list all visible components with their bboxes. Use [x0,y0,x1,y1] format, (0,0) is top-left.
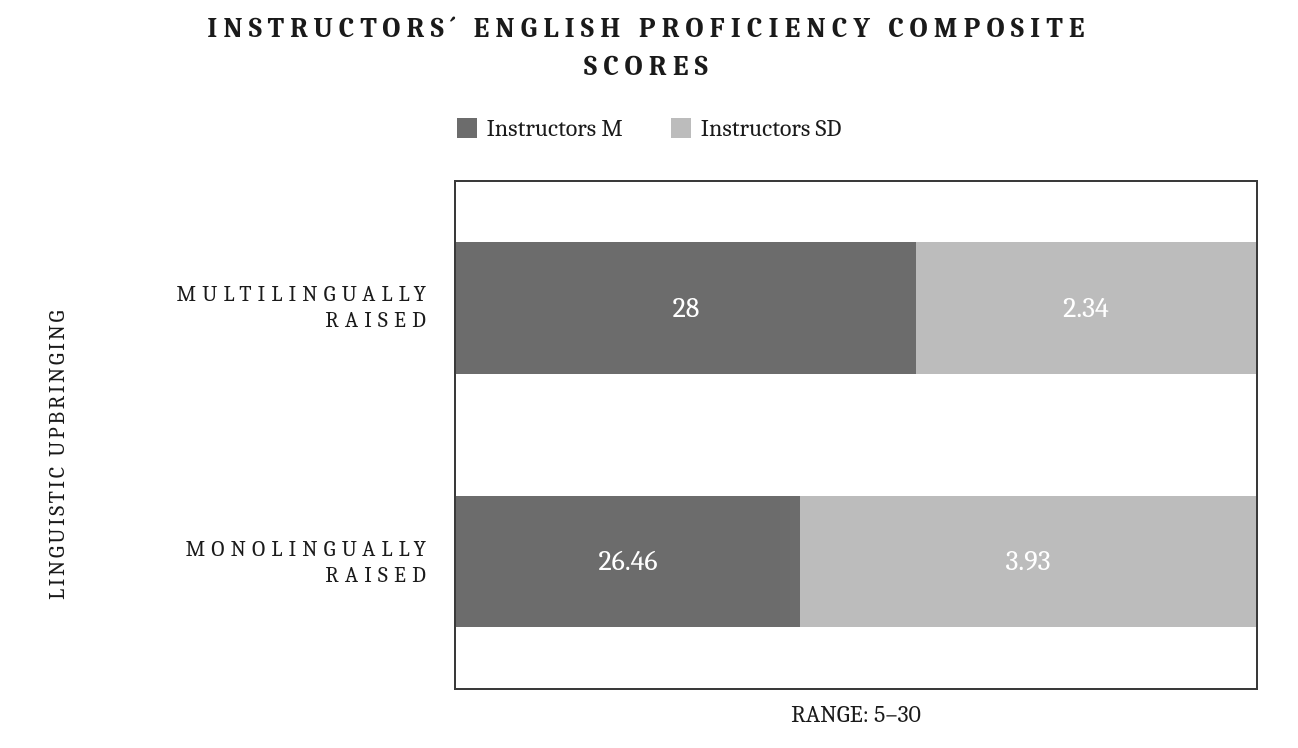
chart-title: INSTRUCTORS´ ENGLISH PROFICIENCY COMPOSI… [149,10,1149,86]
x-axis-row: RANGE: 5–30 [74,690,1258,728]
bar-value: 2.34 [1063,292,1109,324]
plot-rows: MULTILINGUALLY RAISED 28 2.34 MONOLINGUA… [74,180,1258,728]
bar-value: 3.93 [1006,545,1051,577]
bar-segment-m: 28 [456,242,916,374]
bar-group-mono: 26.46 3.93 [456,496,1256,628]
bar-group-multi: 28 2.34 [456,242,1256,374]
bar-segment-m: 26.46 [456,496,800,628]
bar-segment-sd: 3.93 [800,496,1256,628]
legend-item-m: Instructors M [457,114,623,142]
spacer [74,690,454,728]
legend-swatch-m [457,118,477,138]
legend-label-sd: Instructors SD [701,114,842,142]
bar-value: 28 [673,292,700,324]
category-row-multi: MULTILINGUALLY RAISED 28 2.34 [74,180,1258,435]
chart-container: INSTRUCTORS´ ENGLISH PROFICIENCY COMPOSI… [40,10,1258,728]
legend-label-m: Instructors M [487,114,623,142]
plot-cell: 26.46 3.93 [454,435,1258,690]
category-row-mono: MONOLINGUALLY RAISED 26.46 3.93 [74,435,1258,690]
chart-legend: Instructors M Instructors SD [40,114,1258,142]
bar-value: 26.46 [598,545,657,577]
category-label: MULTILINGUALLY RAISED [74,180,454,435]
bar-segment-sd: 2.34 [916,242,1256,374]
y-axis-label: LINGUISTIC UPBRINGING [40,308,74,600]
x-axis-label: RANGE: 5–30 [454,690,1258,728]
category-label: MONOLINGUALLY RAISED [74,435,454,690]
plot-cell: 28 2.34 [454,180,1258,435]
legend-item-sd: Instructors SD [671,114,842,142]
legend-swatch-sd [671,118,691,138]
chart-body: LINGUISTIC UPBRINGING MULTILINGUALLY RAI… [40,180,1258,728]
